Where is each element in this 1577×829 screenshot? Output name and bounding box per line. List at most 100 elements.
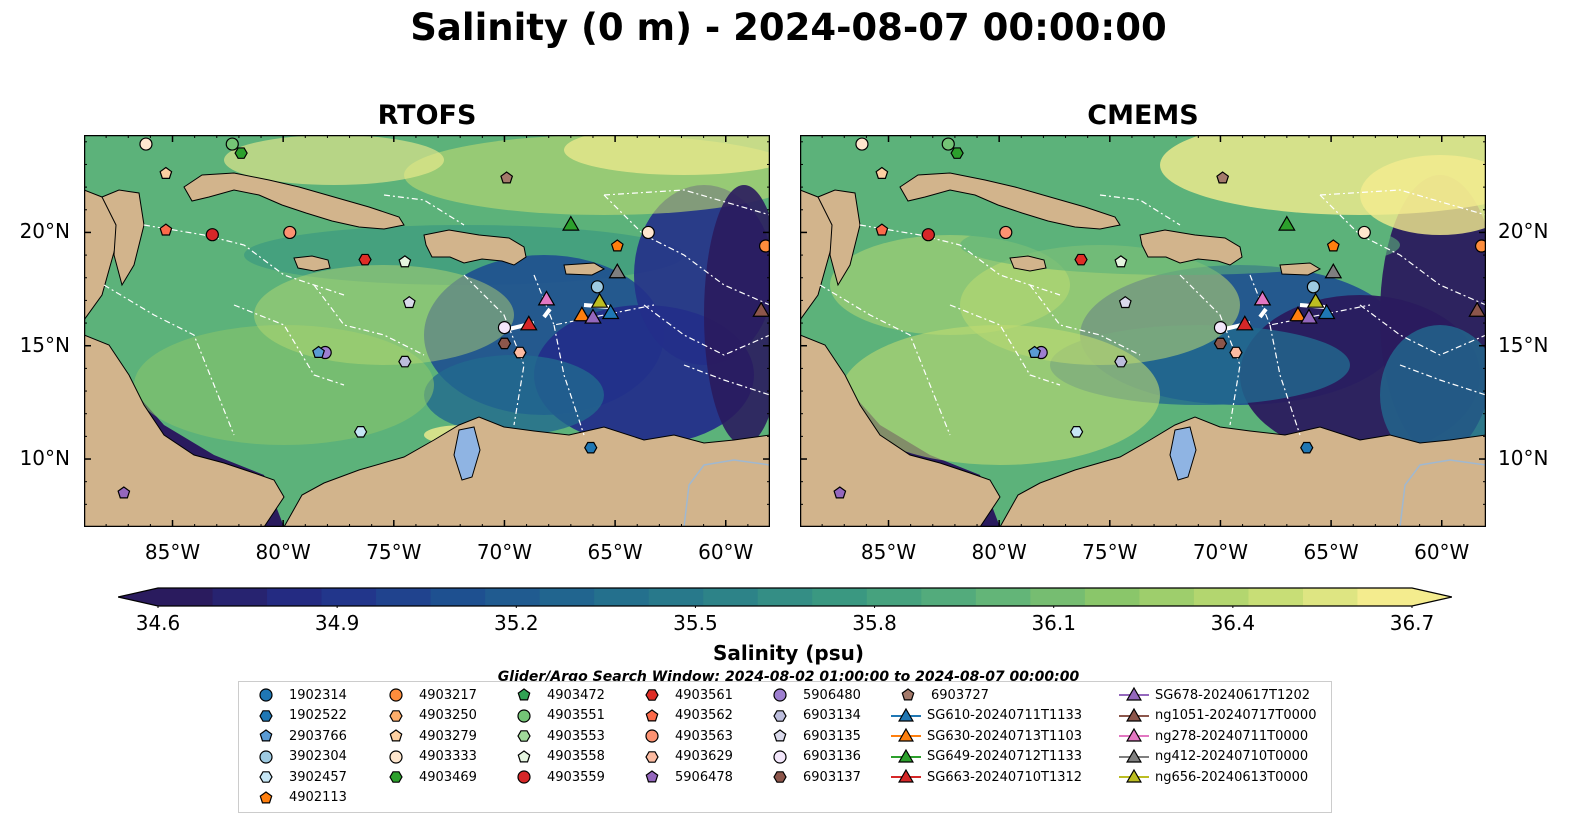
legend-marker bbox=[389, 709, 403, 722]
eez-boundary bbox=[1319, 189, 1486, 216]
legend-marker bbox=[1126, 748, 1142, 763]
colorbar-extend-low bbox=[118, 588, 158, 606]
legend-item-4903217: 4903217 bbox=[379, 685, 477, 705]
legend-item-4903551: 4903551 bbox=[507, 706, 605, 726]
colorbar-tick-label: 35.5 bbox=[673, 611, 718, 635]
hispaniola-land bbox=[423, 229, 527, 266]
legend-marker bbox=[773, 749, 787, 764]
glider-legend-icon bbox=[891, 727, 921, 742]
legend-marker bbox=[773, 729, 787, 742]
south-america-land bbox=[999, 416, 1486, 527]
eez-boundary bbox=[1029, 284, 1141, 356]
float-legend-icon bbox=[389, 729, 403, 742]
figure-title: Salinity (0 m) - 2024-08-07 00:00:00 bbox=[410, 6, 1167, 49]
float-marker-4903629 bbox=[1229, 346, 1243, 359]
glider-marker-ng1051 bbox=[752, 301, 770, 317]
float-marker-6903134 bbox=[1114, 355, 1128, 368]
float-marker-4903217 bbox=[758, 239, 770, 253]
float-marker-3902304 bbox=[590, 280, 604, 294]
legend-marker bbox=[645, 729, 659, 743]
float-marker-3902457 bbox=[1069, 426, 1084, 438]
legend-label: 4902113 bbox=[289, 790, 347, 805]
legend-marker bbox=[773, 688, 787, 702]
colorbar-segment bbox=[212, 588, 268, 606]
y-tick-label: 15°N bbox=[1498, 332, 1549, 357]
legend-item-3902457: 3902457 bbox=[249, 767, 347, 787]
legend-item-ng278-20240711t0000: ng278-20240711T0000 bbox=[1119, 726, 1308, 746]
float-marker-1902522 bbox=[584, 441, 598, 454]
glider-marker-ng1051 bbox=[1468, 301, 1486, 317]
legend-item-4903250: 4903250 bbox=[379, 706, 477, 726]
legend-item-sg630-20240713t1103: SG630-20240713T1103 bbox=[891, 726, 1082, 746]
legend-label: 6903137 bbox=[803, 769, 861, 785]
salinity-patch bbox=[424, 355, 604, 435]
colorbar-segment bbox=[321, 588, 377, 606]
eez-boundary bbox=[313, 284, 425, 356]
float-legend-icon bbox=[389, 771, 403, 783]
legend-label: 1902522 bbox=[289, 708, 347, 723]
puerto-rico-land bbox=[563, 262, 606, 276]
lake-maracaibo bbox=[453, 426, 481, 481]
legend-item-6903134: 6903134 bbox=[763, 706, 861, 726]
legend-label: 4903558 bbox=[547, 749, 605, 764]
colorbar-segment bbox=[1030, 588, 1086, 606]
float-marker-4903217 bbox=[1474, 239, 1486, 253]
glider-marker-sg610 bbox=[601, 303, 620, 320]
float-legend-icon bbox=[517, 770, 531, 784]
float-marker-4903469 bbox=[234, 147, 248, 159]
float-marker-4903559 bbox=[921, 228, 935, 242]
eez-boundary bbox=[949, 304, 1061, 386]
float-legend-icon bbox=[259, 729, 273, 742]
legend-item-6903135: 6903135 bbox=[763, 726, 861, 746]
eez-boundary bbox=[603, 194, 770, 306]
glider-marker-ng278 bbox=[537, 290, 556, 306]
float-legend-icon bbox=[645, 729, 659, 743]
float-legend-icon bbox=[259, 790, 273, 803]
colorbar-tick-label: 35.2 bbox=[494, 611, 539, 635]
colorbar-segment bbox=[1193, 588, 1249, 606]
legend-marker bbox=[259, 709, 273, 722]
float-marker-5906478 bbox=[833, 486, 847, 499]
legend-item-5906480: 5906480 bbox=[763, 685, 861, 705]
legend: 1902314 1902522 2903766 3902304 3902457 49021… bbox=[238, 681, 1332, 813]
legend-item-ng656-20240613t0000: ng656-20240613T0000 bbox=[1119, 767, 1308, 787]
legend-label: SG610-20240711T1133 bbox=[927, 708, 1083, 723]
colorbar-tick-label: 36.7 bbox=[1389, 611, 1435, 635]
y-tick-label: 20°N bbox=[1498, 219, 1549, 244]
legend-marker bbox=[259, 771, 273, 783]
x-tick-label: 85°W bbox=[144, 540, 201, 564]
panel-title-cmems: CMEMS bbox=[1087, 100, 1199, 131]
float-marker-6903137 bbox=[497, 337, 512, 350]
eez-boundary bbox=[859, 224, 1061, 296]
float-marker-4903333 bbox=[1357, 225, 1371, 240]
legend-label: 4903217 bbox=[419, 687, 477, 703]
eez-boundary bbox=[383, 194, 465, 226]
eez-boundary bbox=[553, 324, 585, 436]
legend-item-4903472: 4903472 bbox=[507, 685, 605, 705]
glider-marker-ng278 bbox=[1253, 290, 1272, 306]
legend-item-sg649-20240712t1133: SG649-20240712T1133 bbox=[891, 747, 1082, 767]
jamaica-land bbox=[293, 255, 331, 272]
float-legend-icon bbox=[389, 709, 403, 722]
legend-item-6903136: 6903136 bbox=[763, 747, 861, 767]
legend-item-4903279: 4903279 bbox=[379, 726, 477, 746]
jamaica-land bbox=[1009, 255, 1047, 272]
float-legend-icon bbox=[645, 750, 659, 763]
legend-label: ng1051-20240717T0000 bbox=[1155, 708, 1317, 723]
legend-marker bbox=[259, 749, 273, 764]
lake-maracaibo bbox=[1169, 426, 1197, 481]
float-marker-3902304 bbox=[1306, 280, 1320, 294]
legend-label: 4903559 bbox=[547, 769, 605, 785]
legend-marker bbox=[645, 750, 659, 763]
legend-marker bbox=[898, 707, 914, 722]
legend-marker bbox=[1126, 768, 1142, 783]
legend-item-4902113: 4902113 bbox=[249, 788, 347, 808]
salinity-patch bbox=[1360, 155, 1486, 235]
float-legend-icon bbox=[901, 688, 915, 701]
glider-marker-sg663 bbox=[519, 315, 538, 331]
float-marker-6903136 bbox=[1213, 321, 1228, 335]
legend-label: 4903629 bbox=[675, 749, 733, 764]
y-tick-label: 15°N bbox=[19, 332, 70, 357]
colorbar-segment bbox=[757, 588, 813, 606]
float-marker-6903135 bbox=[1118, 295, 1132, 309]
